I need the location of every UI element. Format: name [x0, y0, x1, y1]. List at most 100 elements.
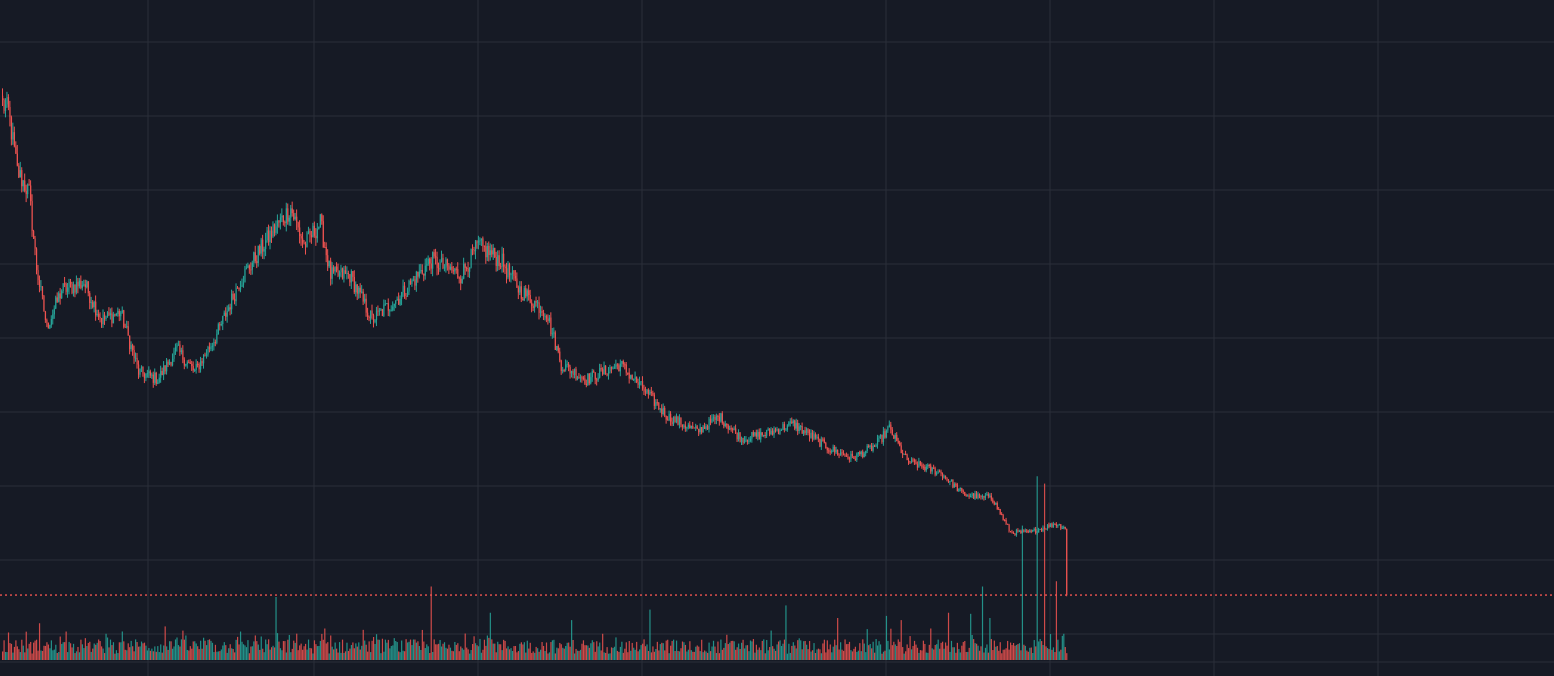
volume-bar	[72, 643, 75, 660]
candle	[309, 228, 311, 243]
candle	[1008, 523, 1010, 533]
candle-body	[896, 434, 898, 441]
volume-bar	[590, 643, 592, 660]
candle	[644, 386, 647, 396]
candle-body	[284, 222, 286, 224]
candle	[774, 427, 777, 433]
volume-bar	[1039, 639, 1041, 660]
candle	[842, 450, 845, 456]
volume-bar	[769, 647, 771, 660]
candle-body	[1057, 525, 1059, 527]
candle-body	[609, 367, 611, 372]
candle	[962, 489, 964, 495]
volume-bar	[108, 647, 110, 660]
volume-bar	[55, 644, 57, 660]
candle-body	[358, 287, 360, 294]
volume-bar	[182, 630, 184, 660]
candle-body	[755, 432, 757, 437]
candle-body	[743, 439, 746, 444]
candle-body	[458, 277, 460, 279]
volume-bar	[671, 641, 673, 660]
candle-body	[1052, 524, 1055, 527]
volume-bar	[507, 646, 509, 660]
volume-bar	[851, 651, 854, 660]
candle	[1063, 525, 1065, 530]
candle-body	[820, 439, 823, 447]
candle	[402, 279, 404, 297]
candle-body	[1012, 532, 1015, 534]
volume-bar	[176, 637, 178, 660]
candle	[44, 310, 47, 323]
candle-body	[285, 208, 287, 224]
candle-body	[928, 465, 930, 467]
candle-body	[813, 434, 815, 440]
candle-body	[641, 381, 644, 389]
candle-body	[279, 217, 282, 223]
candle-body	[232, 293, 234, 300]
candle	[291, 201, 293, 217]
candle	[800, 424, 802, 431]
candle	[924, 464, 926, 472]
volume-bar	[912, 645, 914, 660]
candle	[336, 262, 338, 273]
volume-bar	[959, 652, 961, 660]
candle-body	[93, 301, 95, 308]
candle	[347, 270, 350, 279]
volume-bar	[177, 645, 180, 660]
candle	[355, 281, 357, 297]
candle	[720, 412, 722, 423]
volume-bar	[576, 650, 579, 660]
candle	[392, 301, 394, 312]
candle-body	[392, 306, 394, 311]
candle-body	[84, 284, 86, 288]
candle	[293, 209, 295, 221]
candle-body	[78, 280, 81, 287]
candle	[108, 307, 110, 317]
candle	[742, 437, 744, 445]
candle-body	[931, 467, 933, 472]
candle	[296, 209, 298, 230]
candle-body	[161, 370, 163, 375]
candle-body	[1032, 530, 1034, 532]
candle-body	[640, 381, 642, 383]
candle	[992, 497, 994, 504]
volume-bar	[1009, 642, 1012, 660]
candle-body	[470, 249, 472, 268]
candle	[891, 427, 893, 436]
candle	[238, 287, 240, 292]
volume-bar	[573, 653, 576, 660]
candle	[729, 425, 731, 431]
candle	[727, 423, 729, 434]
candle	[868, 444, 870, 448]
volume-bar	[336, 648, 338, 660]
volume-bar	[605, 652, 607, 660]
candle-body	[250, 269, 252, 271]
volume-bar	[990, 639, 992, 660]
candle-body	[31, 201, 33, 231]
candle	[146, 369, 149, 378]
volume-bar	[720, 639, 722, 660]
volume-bar	[28, 643, 30, 660]
candle	[327, 249, 329, 271]
candle-body	[930, 465, 932, 472]
candle	[180, 347, 183, 355]
volume-bar	[140, 641, 143, 660]
candle-body	[414, 279, 416, 286]
candle	[797, 419, 799, 436]
volume-bar	[854, 646, 857, 660]
volume-bar	[386, 642, 388, 660]
candle	[133, 345, 135, 364]
candle-body	[977, 494, 979, 499]
candle	[918, 457, 920, 468]
volume-bar	[130, 640, 132, 660]
candle	[937, 469, 939, 474]
candle	[333, 265, 335, 274]
volume-bar	[171, 648, 174, 660]
volume-bar	[245, 647, 248, 660]
candle	[803, 429, 805, 437]
volume-bar	[918, 652, 920, 660]
candle-body	[695, 426, 697, 428]
volume-bar	[461, 648, 463, 660]
